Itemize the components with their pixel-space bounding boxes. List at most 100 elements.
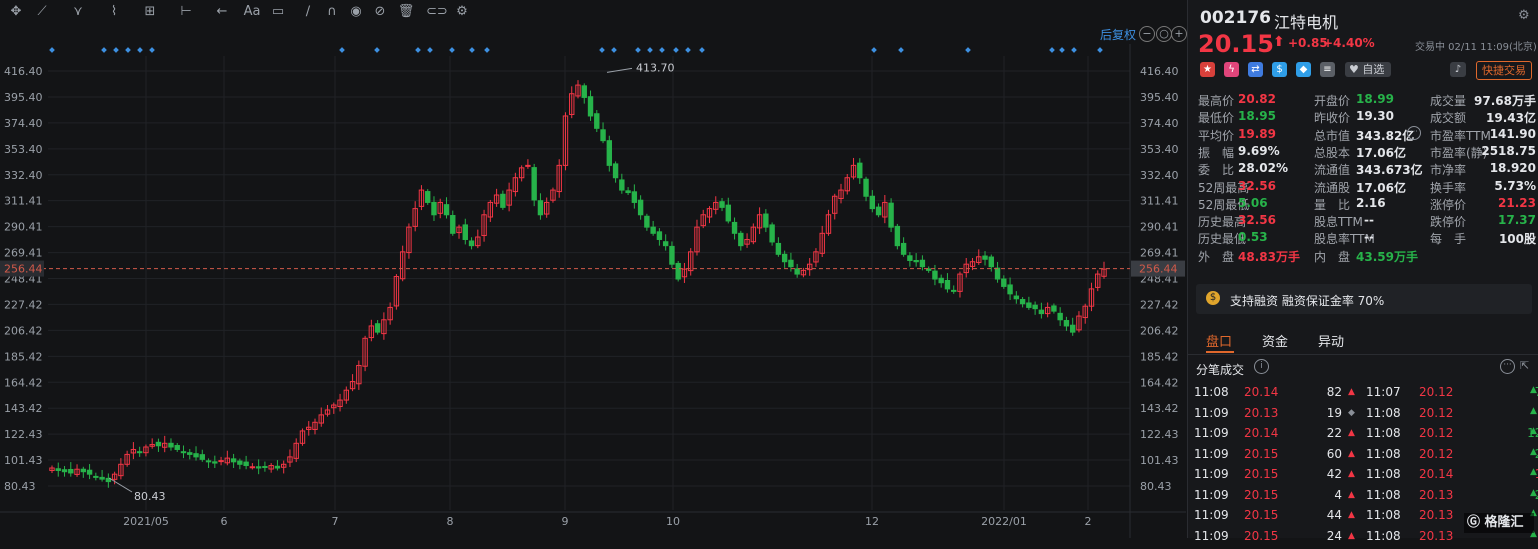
- event-marker[interactable]: [339, 47, 345, 53]
- event-marker[interactable]: [647, 47, 653, 53]
- event-marker[interactable]: [427, 47, 433, 53]
- y-tick-label-left: 122.43: [4, 428, 43, 441]
- event-marker[interactable]: [898, 47, 904, 53]
- candle-body: [218, 460, 224, 463]
- y-tick-label-right: 416.40: [1140, 65, 1179, 78]
- event-marker[interactable]: [635, 47, 641, 53]
- quick-trade-button[interactable]: 快捷交易: [1476, 61, 1532, 80]
- event-marker[interactable]: [137, 47, 143, 53]
- more-icon[interactable]: ···: [1500, 359, 1515, 374]
- event-marker[interactable]: [113, 47, 119, 53]
- event-marker[interactable]: [611, 47, 617, 53]
- link-icon[interactable]: ⊂⊃: [426, 4, 448, 19]
- event-marker[interactable]: [1071, 47, 1077, 53]
- event-marker[interactable]: [484, 47, 490, 53]
- add-watchlist-button[interactable]: ♥ 自选: [1345, 62, 1391, 77]
- event-marker[interactable]: [1049, 47, 1055, 53]
- event-marker[interactable]: [659, 47, 665, 53]
- tab-movements[interactable]: 异动: [1318, 335, 1345, 350]
- candle-body: [193, 453, 199, 458]
- event-marker[interactable]: [449, 47, 455, 53]
- event-marker[interactable]: [965, 47, 971, 53]
- brush-icon[interactable]: ∕: [305, 4, 311, 19]
- report-icon[interactable]: ≡: [1320, 62, 1335, 77]
- trading-status: 交易中 02/11 11:09(北京): [1415, 42, 1537, 53]
- candle-body: [925, 268, 932, 271]
- stat-value: 17.37: [1498, 213, 1536, 228]
- candle-body: [543, 201, 550, 215]
- event-marker[interactable]: [469, 47, 475, 53]
- event-marker[interactable]: [1097, 47, 1103, 53]
- expand-icon[interactable]: ⇱: [1520, 359, 1530, 372]
- event-marker[interactable]: [125, 47, 131, 53]
- event-marker[interactable]: [415, 47, 421, 53]
- event-marker[interactable]: [685, 47, 691, 53]
- current-price-label-left: 256.44: [4, 263, 43, 276]
- stat-label: 振 幅: [1198, 145, 1235, 160]
- eye-icon[interactable]: ◉: [350, 4, 362, 19]
- stat-label: 最低价: [1198, 111, 1235, 126]
- bell-icon[interactable]: ♪: [1450, 62, 1466, 77]
- event-marker[interactable]: [374, 47, 380, 53]
- comment-icon[interactable]: ▭: [271, 4, 285, 19]
- candle-body: [1051, 305, 1057, 312]
- candle-body: [669, 245, 675, 265]
- candle-body: [149, 444, 155, 447]
- candle-body: [587, 96, 594, 117]
- arrow-icon[interactable]: ←: [216, 4, 228, 19]
- fib-icon[interactable]: ⊞: [144, 4, 156, 19]
- dollar-icon[interactable]: $: [1272, 62, 1287, 77]
- event-marker[interactable]: [1059, 47, 1065, 53]
- info-icon[interactable]: i: [1254, 359, 1269, 374]
- event-marker[interactable]: [149, 47, 155, 53]
- wave-icon[interactable]: ⌇: [110, 4, 118, 19]
- text-icon[interactable]: Aa: [243, 4, 261, 19]
- stat-label: 成交额: [1430, 111, 1467, 126]
- gear-icon[interactable]: ⚙: [456, 4, 468, 19]
- price-change-pct: +4.40%: [1323, 36, 1375, 50]
- candle-body: [111, 473, 118, 480]
- candle-body: [468, 240, 475, 247]
- settings-gear-icon[interactable]: ⚙: [1518, 8, 1530, 23]
- stat-value: 21.23: [1498, 195, 1536, 210]
- event-marker[interactable]: [49, 47, 55, 53]
- event-marker[interactable]: [699, 47, 705, 53]
- candle-body: [443, 204, 450, 216]
- market-cap-more-icon[interactable]: ···: [1407, 126, 1421, 140]
- y-tick-label-right: 269.41: [1140, 247, 1179, 260]
- stock-name: 江特电机: [1274, 13, 1339, 32]
- stat-value: 20.82: [1238, 92, 1276, 106]
- tab-orderbook[interactable]: 盘口: [1206, 335, 1233, 350]
- path-icon[interactable]: ⋎: [73, 4, 83, 19]
- margin-icon[interactable]: ⇄: [1248, 62, 1263, 77]
- event-marker[interactable]: [599, 47, 605, 53]
- tick-v2: 11: [1535, 467, 1538, 481]
- tab-funds[interactable]: 资金: [1262, 335, 1289, 350]
- candle-body: [493, 194, 500, 204]
- stat-value: --: [1364, 230, 1374, 245]
- move-icon[interactable]: ✥: [10, 4, 22, 19]
- candle-body: [318, 414, 324, 424]
- tag-icon[interactable]: ◆: [1296, 62, 1311, 77]
- hide-icon[interactable]: ⊘: [374, 4, 386, 19]
- event-marker[interactable]: [101, 47, 107, 53]
- trash-icon[interactable]: 🗑: [397, 4, 415, 19]
- price-restore-toggle[interactable]: 后复权: [1099, 28, 1136, 42]
- zoom-in-icon[interactable]: +: [1171, 26, 1187, 42]
- zoom-reset-icon[interactable]: ○: [1156, 26, 1172, 42]
- y-tick-label-left: 332.40: [4, 169, 43, 182]
- zoom-out-icon[interactable]: −: [1139, 26, 1155, 42]
- candle-body: [105, 477, 112, 483]
- measure-icon[interactable]: ⊢: [180, 4, 192, 19]
- shenzhen-connect-icon[interactable]: ϟ: [1224, 62, 1239, 77]
- kline-chart[interactable]: 416.40 416.40 395.40 395.40 374.40 374.40 353.…: [0, 0, 1186, 538]
- event-marker[interactable]: [871, 47, 877, 53]
- line-icon[interactable]: ⟋: [37, 4, 47, 19]
- candle-body: [775, 242, 782, 255]
- x-tick-label: 7: [332, 515, 339, 528]
- stat-value: 32.56: [1238, 213, 1276, 228]
- candle-body: [262, 466, 268, 469]
- magnet-icon[interactable]: ∩: [327, 4, 337, 19]
- event-marker[interactable]: [673, 47, 679, 53]
